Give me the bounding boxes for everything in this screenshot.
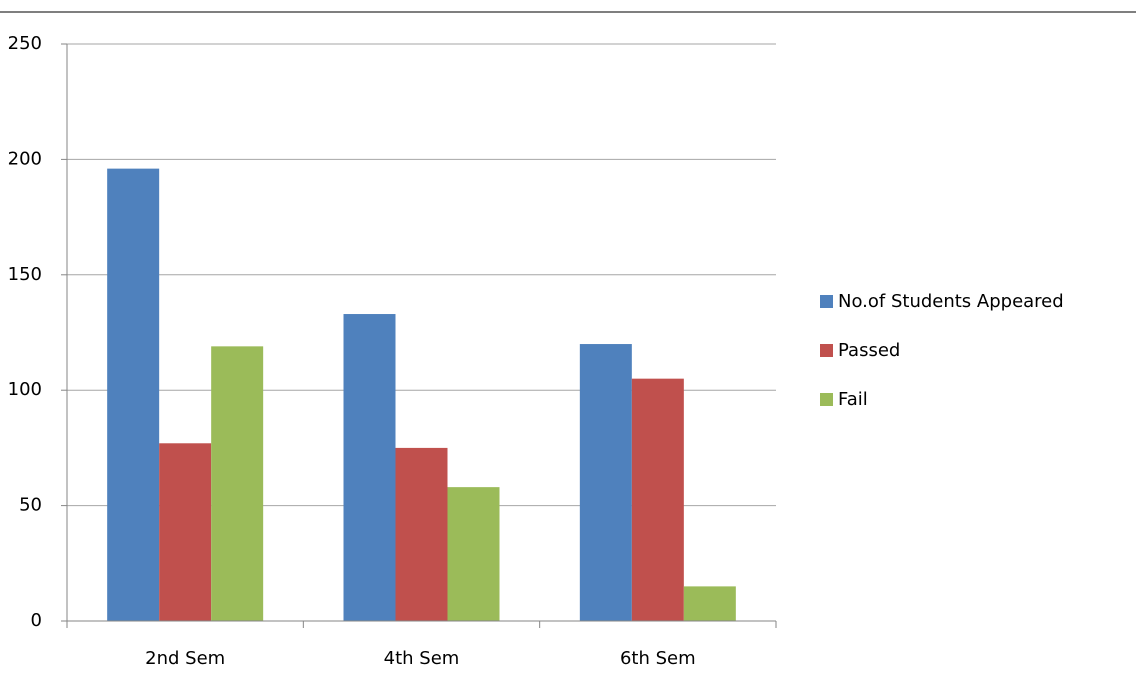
- y-tick-label: 250: [8, 33, 42, 54]
- x-tick-label: 2nd Sem: [145, 648, 225, 669]
- y-tick-label: 100: [8, 379, 42, 400]
- x-tick-label: 6th Sem: [620, 648, 696, 669]
- bar: [683, 586, 736, 621]
- y-tick-label: 50: [19, 495, 42, 516]
- bar: [211, 346, 264, 621]
- bar: [343, 314, 396, 621]
- legend-label: Fail: [838, 389, 868, 410]
- bar: [631, 378, 684, 621]
- bar: [447, 487, 500, 621]
- legend-label: Passed: [838, 340, 900, 361]
- legend-swatch: [820, 344, 833, 357]
- bar: [395, 447, 448, 621]
- legend-swatch: [820, 295, 833, 308]
- x-tick-label: 4th Sem: [384, 648, 460, 669]
- y-tick-label: 200: [8, 148, 42, 169]
- y-tick-label: 0: [31, 610, 42, 631]
- bar: [579, 344, 632, 621]
- bar: [107, 168, 160, 621]
- bar: [159, 443, 212, 621]
- legend-label: No.of Students Appeared: [838, 291, 1064, 312]
- y-tick-label: 150: [8, 264, 42, 285]
- legend-swatch: [820, 393, 833, 406]
